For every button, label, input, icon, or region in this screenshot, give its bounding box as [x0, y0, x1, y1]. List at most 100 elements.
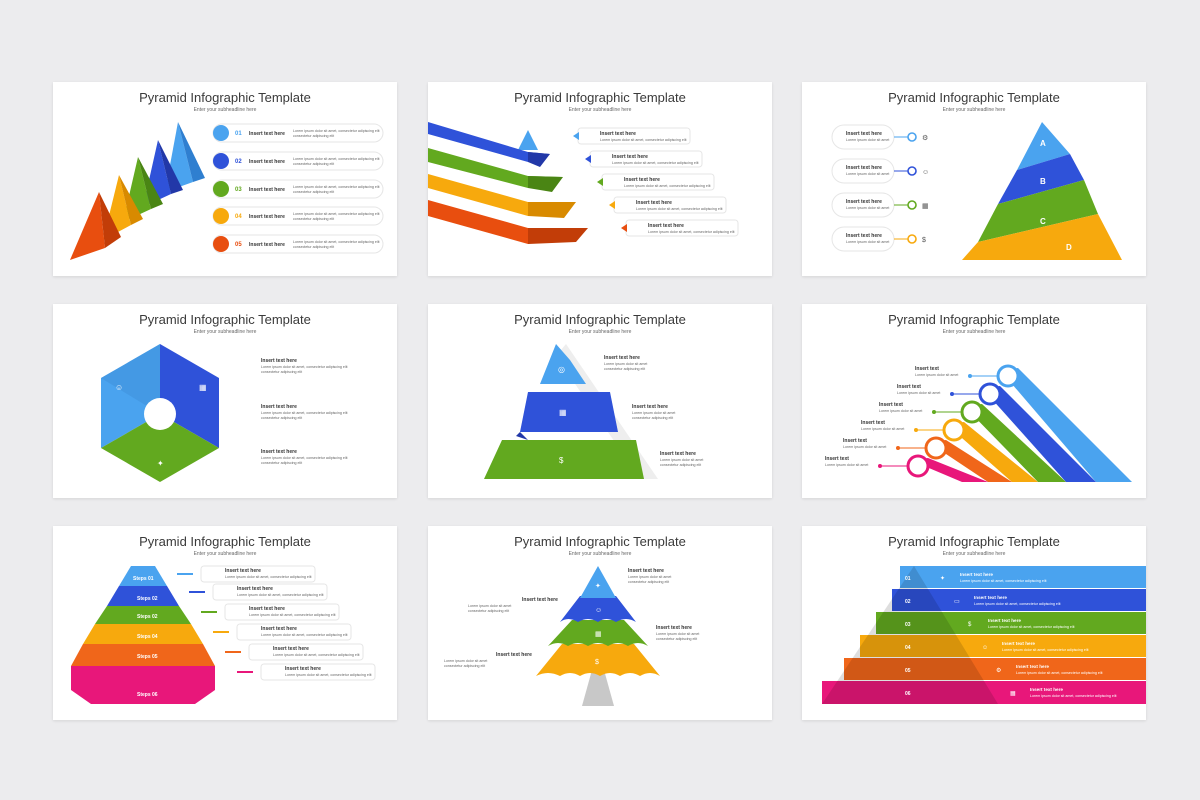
svg-text:consectetur adipiscing elit: consectetur adipiscing elit — [604, 367, 645, 371]
svg-text:Insert text here: Insert text here — [261, 449, 297, 455]
svg-text:Insert text: Insert text — [879, 402, 903, 408]
bulb-icon: ✦ — [940, 575, 945, 582]
svg-text:Insert text here: Insert text here — [273, 646, 309, 652]
stacked-layers — [428, 122, 588, 244]
band-number: 01 — [905, 576, 911, 582]
svg-text:Insert text here: Insert text here — [628, 568, 664, 574]
svg-text:Insert text here: Insert text here — [648, 223, 684, 229]
svg-text:Insert text here: Insert text here — [249, 606, 285, 612]
svg-text:Lorem ipsum dolor sit amet: Lorem ipsum dolor sit amet — [846, 172, 889, 176]
step-label: Steps 06 — [137, 692, 158, 698]
slide-7-graphic: Steps 01 Steps 02 Steps 02 Steps 04 Step… — [71, 565, 376, 704]
slide-subtitle: Enter your subheadline here — [568, 329, 632, 335]
svg-text:Insert text here: Insert text here — [600, 131, 636, 137]
step-label: Steps 02 — [137, 596, 158, 602]
item-body: Lorem ipsum dolor sit amet, consectetur … — [293, 240, 380, 244]
slide-title: Pyramid Infographic Template — [139, 90, 311, 105]
svg-text:Insert text here: Insert text here — [656, 625, 692, 631]
svg-text:consectetur adipiscing elit: consectetur adipiscing elit — [261, 461, 302, 465]
monitor-icon: ▭ — [954, 599, 960, 605]
svg-text:Lorem ipsum dolor sit amet, co: Lorem ipsum dolor sit amet, consectetur … — [612, 161, 699, 165]
step-label: Steps 04 — [137, 634, 158, 640]
svg-text:Insert text here: Insert text here — [612, 154, 648, 160]
svg-text:Lorem ipsum dolor sit amet: Lorem ipsum dolor sit amet — [632, 411, 675, 415]
svg-text:Lorem ipsum dolor sit amet, co: Lorem ipsum dolor sit amet, consectetur … — [261, 411, 348, 415]
svg-text:Lorem ipsum dolor sit amet: Lorem ipsum dolor sit amet — [628, 575, 671, 579]
slide-8[interactable]: Pyramid Infographic Template Enter your … — [428, 526, 772, 720]
svg-text:consectetur adipiscing elit: consectetur adipiscing elit — [656, 637, 697, 641]
svg-text:Insert text here: Insert text here — [632, 404, 668, 410]
slide-7[interactable]: Pyramid Infographic Template Enter your … — [53, 526, 397, 720]
svg-text:Lorem ipsum dolor sit amet: Lorem ipsum dolor sit amet — [656, 632, 699, 636]
svg-text:consectetur adipiscing elit: consectetur adipiscing elit — [261, 416, 302, 420]
list-item: ▭ Insert text here Lorem ipsum dolor sit a… — [954, 595, 1061, 606]
layer-label: D — [1066, 243, 1072, 252]
svg-text:Insert text here: Insert text here — [261, 626, 297, 632]
step-label: Steps 02 — [137, 614, 158, 620]
slide-5[interactable]: Pyramid Infographic Template Enter your … — [428, 304, 772, 498]
slide-1[interactable]: Pyramid Infographic Template Enter your … — [53, 82, 397, 276]
svg-text:Lorem ipsum dolor sit amet: Lorem ipsum dolor sit amet — [660, 458, 703, 462]
people-icon: ☺ — [595, 607, 602, 614]
list-item: 04 Insert text here Lorem ipsum dolor sit … — [212, 206, 384, 226]
slide-2[interactable]: Pyramid Infographic Template Enter your … — [428, 82, 772, 276]
item-heading: Insert text here — [249, 242, 285, 248]
slide-title: Pyramid Infographic Template — [139, 312, 311, 327]
svg-text:consectetur adipiscing elit: consectetur adipiscing elit — [660, 463, 701, 467]
svg-text:Insert text here: Insert text here — [496, 652, 532, 658]
svg-text:Insert text: Insert text — [843, 438, 867, 444]
slide-subtitle: Enter your subheadline here — [942, 329, 1006, 335]
svg-text:Lorem ipsum dolor sit amet, co: Lorem ipsum dolor sit amet, consectetur … — [261, 365, 348, 369]
list-item: ▦ Insert text here Lorem ipsum dolor sit a… — [1010, 687, 1117, 698]
slide-4[interactable]: Pyramid Infographic Template Enter your … — [53, 304, 397, 498]
svg-text:consectetur adipiscing elit: consectetur adipiscing elit — [293, 217, 334, 221]
svg-text:Lorem ipsum dolor sit amet: Lorem ipsum dolor sit amet — [879, 409, 922, 413]
slide-6[interactable]: Pyramid Infographic Template Enter your … — [802, 304, 1146, 498]
list-item: ⚙ Insert text here Lorem ipsum dolor sit a… — [996, 664, 1103, 675]
svg-text:Insert text here: Insert text here — [1002, 641, 1035, 646]
item-body: Lorem ipsum dolor sit amet, consectetur … — [293, 212, 380, 216]
slide-subtitle: Enter your subheadline here — [193, 329, 257, 335]
svg-text:Lorem ipsum dolor sit amet, co: Lorem ipsum dolor sit amet, consectetur … — [249, 613, 336, 617]
people-icon: ☺ — [982, 645, 988, 651]
slide-1-graphic: 01 Insert text here Lorem ipsum dolor sit … — [70, 122, 384, 260]
svg-text:Insert text here: Insert text here — [846, 165, 882, 171]
svg-text:Insert text here: Insert text here — [522, 597, 558, 603]
slide-subtitle: Enter your subheadline here — [942, 107, 1006, 113]
svg-text:consectetur adipiscing elit: consectetur adipiscing elit — [293, 162, 334, 166]
list-item: 05 Insert text here Lorem ipsum dolor sit … — [212, 234, 384, 254]
svg-text:Insert text here: Insert text here — [988, 618, 1021, 623]
slide-9[interactable]: Pyramid Infographic Template Enter your … — [802, 526, 1146, 720]
svg-text:Lorem ipsum dolor sit amet, co: Lorem ipsum dolor sit amet, consectetur … — [273, 653, 360, 657]
slide-subtitle: Enter your subheadline here — [568, 107, 632, 113]
svg-text:Lorem ipsum dolor sit amet: Lorem ipsum dolor sit amet — [604, 362, 647, 366]
svg-text:Lorem ipsum dolor sit amet: Lorem ipsum dolor sit amet — [846, 206, 889, 210]
slide-9-graphic: 01 02 03 04 05 06 ✦ Insert text here Lorem… — [822, 566, 1146, 704]
slide-3[interactable]: Pyramid Infographic Template Enter your … — [802, 82, 1146, 276]
svg-text:Insert text here: Insert text here — [225, 568, 261, 574]
dollar-icon: $ — [595, 659, 599, 666]
svg-text:Lorem ipsum dolor sit amet, co: Lorem ipsum dolor sit amet, consectetur … — [237, 593, 324, 597]
svg-text:Lorem ipsum dolor sit amet, co: Lorem ipsum dolor sit amet, consectetur … — [988, 625, 1075, 629]
stepped-pyramid: Steps 01 Steps 02 Steps 02 Steps 04 Step… — [71, 566, 215, 704]
svg-text:Lorem ipsum dolor sit amet, co: Lorem ipsum dolor sit amet, consectetur … — [1016, 671, 1103, 675]
svg-text:Insert text here: Insert text here — [261, 404, 297, 410]
svg-text:Lorem ipsum dolor sit amet, co: Lorem ipsum dolor sit amet, consectetur … — [261, 456, 348, 460]
band-texts: ✦ Insert text here Lorem ipsum dolor sit a… — [940, 572, 1117, 698]
